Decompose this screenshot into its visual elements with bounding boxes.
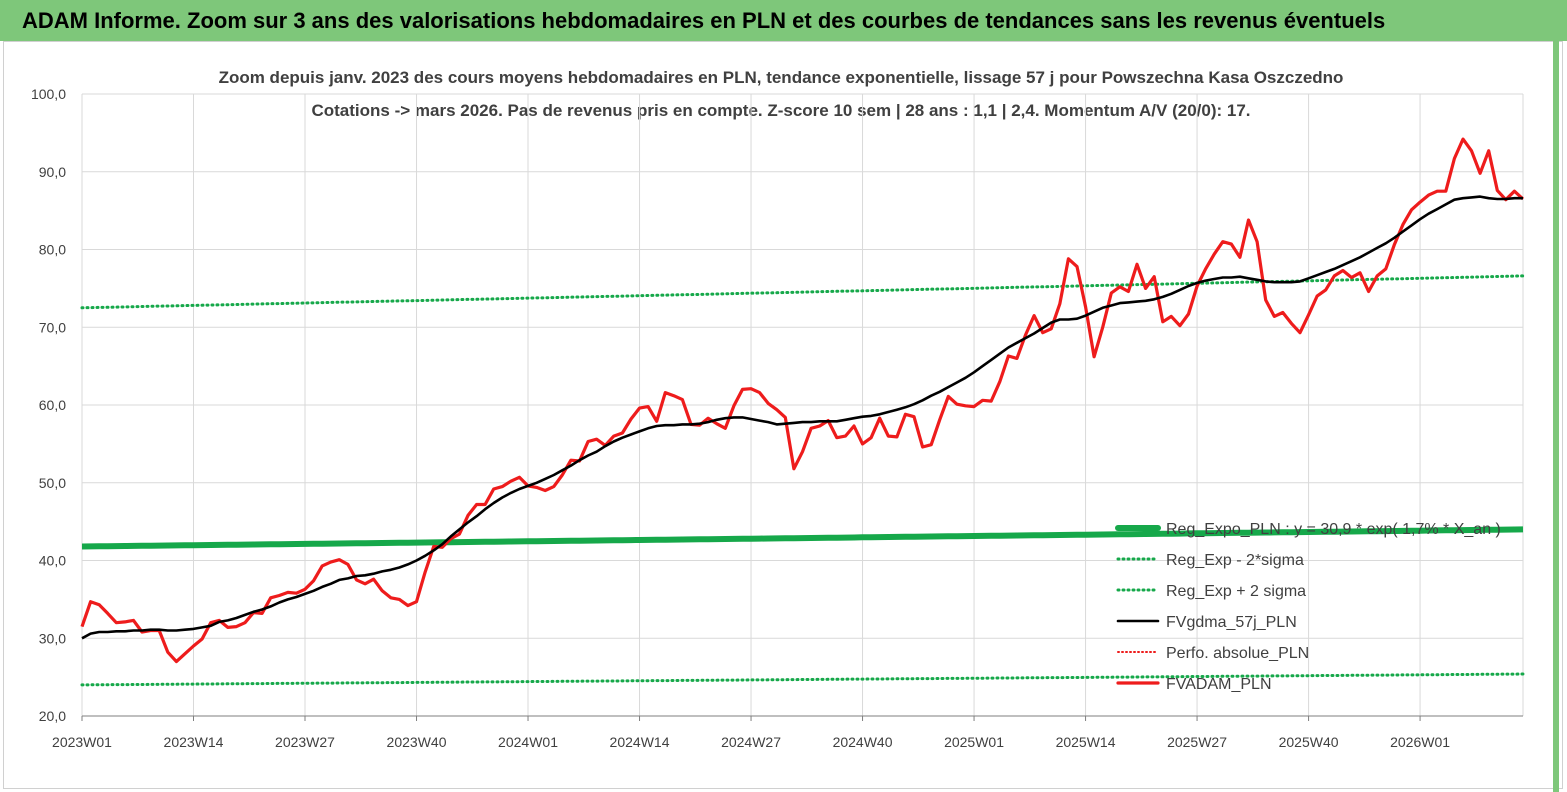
x-tick-label: 2025W40 (1279, 734, 1339, 750)
x-axis: 2023W01 2023W14 2023W27 2023W40 2024W01 2024W… (52, 715, 1523, 750)
header-bar (0, 0, 1567, 41)
x-tick-label: 2024W14 (610, 734, 670, 750)
legend-item-perfo-absolue-label: Perfo. absolue_PLN (1166, 645, 1309, 662)
series-reg-exp-plus-2sigma (80, 274, 1525, 310)
chart-title: Zoom depuis janv. 2023 des cours moyens … (219, 68, 1344, 87)
y-tick-label: 90,0 (39, 164, 66, 180)
series-reg-expo (81, 526, 1524, 550)
y-tick-label: 100,0 (31, 86, 66, 102)
y-tick-label: 20,0 (39, 708, 66, 724)
y-tick-label: 60,0 (39, 397, 66, 413)
y-tick-label: 30,0 (39, 630, 66, 646)
x-tick-label: 2023W14 (164, 734, 224, 750)
report-title: ADAM Informe. Zoom sur 3 ans des valoris… (22, 8, 1386, 33)
legend: Reg_Expo_PLN : y = 30,9 * exp( 1,7% * X_… (1115, 521, 1501, 693)
legend-item-reg-exp-plus-label: Reg_Exp + 2 sigma (1166, 583, 1306, 600)
x-tick-label: 2025W27 (1167, 734, 1227, 750)
series-fvadam (80, 137, 1525, 664)
y-tick-label: 80,0 (39, 242, 66, 258)
y-tick-label: 40,0 (39, 553, 66, 569)
y-axis: 20,0 30,0 40,0 50,0 60,0 70,0 80,0 90,0 100,0 (31, 86, 66, 724)
legend-item-fvadam-label: FVADAM_PLN (1166, 676, 1272, 693)
series-fvgdma (81, 195, 1523, 640)
x-tick-label: 2024W40 (833, 734, 893, 750)
x-tick-label: 2024W27 (721, 734, 781, 750)
chart-subtitle: Cotations -> mars 2026. Pas de revenus p… (311, 101, 1250, 120)
legend-item-fvgdma-label: FVgdma_57j_PLN (1166, 614, 1297, 631)
right-edge-bar (1553, 41, 1559, 792)
legend-item-reg-expo-label: Reg_Expo_PLN : y = 30,9 * exp( 1,7% * X_… (1166, 521, 1501, 538)
legend-item-reg-exp-minus-label: Reg_Exp - 2*sigma (1166, 552, 1304, 569)
grid-lines (81, 93, 1524, 717)
chart-frame (3, 41, 1563, 789)
y-tick-label: 50,0 (39, 475, 66, 491)
x-tick-label: 2023W40 (387, 734, 447, 750)
x-tick-label: 2024W01 (498, 734, 558, 750)
x-tick-label: 2025W14 (1056, 734, 1116, 750)
x-tick-label: 2026W01 (1390, 734, 1450, 750)
y-tick-label: 70,0 (39, 319, 66, 335)
plot-area (80, 137, 1525, 687)
x-tick-label: 2025W01 (944, 734, 1004, 750)
series-reg-exp-minus-2sigma (80, 672, 1525, 687)
x-tick-label: 2023W01 (52, 734, 112, 750)
x-tick-label: 2023W27 (275, 734, 335, 750)
